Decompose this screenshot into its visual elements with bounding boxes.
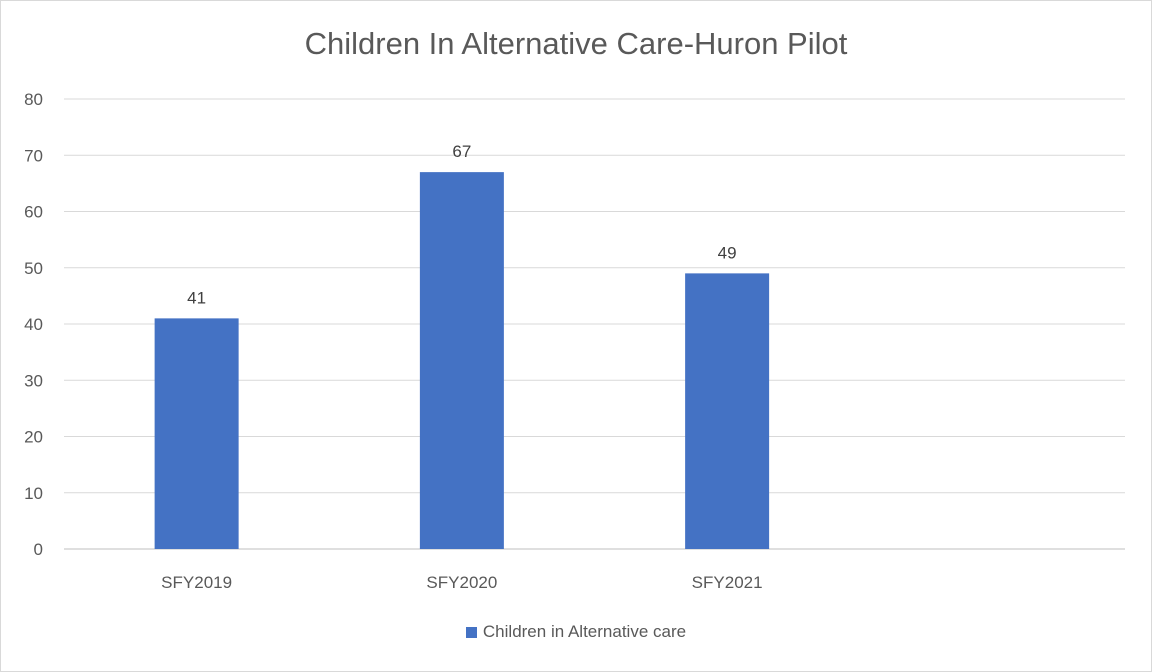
data-label: 41 xyxy=(187,288,206,307)
bar xyxy=(685,273,770,549)
legend-label: Children in Alternative care xyxy=(482,622,687,641)
data-label: 67 xyxy=(452,142,471,161)
y-tick-label: 80 xyxy=(24,90,43,109)
labels: 0 10 20 30 40 50 60 70 80 41 SFY2019 67 SFY2020 49 SFY… xyxy=(24,90,762,592)
y-tick-label: 20 xyxy=(24,428,43,447)
data-label: 49 xyxy=(718,243,737,262)
legend-swatch xyxy=(465,626,477,638)
x-tick-label: SFY2019 xyxy=(161,573,232,592)
gridlines xyxy=(64,98,1125,550)
bar xyxy=(419,172,504,549)
bars xyxy=(154,172,770,549)
y-tick-label: 40 xyxy=(24,315,43,334)
y-tick-label: 30 xyxy=(24,371,43,390)
y-tick-label: 60 xyxy=(24,203,43,222)
y-tick-label: 10 xyxy=(24,484,43,503)
legend: Children in Alternative care xyxy=(0,622,1152,642)
chart-title: Children In Alternative Care-Huron Pilot xyxy=(304,26,848,61)
y-tick-label: 70 xyxy=(24,146,43,165)
x-tick-label: SFY2021 xyxy=(692,573,763,592)
y-tick-label: 0 xyxy=(34,540,43,559)
bar xyxy=(154,318,239,549)
x-tick-label: SFY2020 xyxy=(426,573,497,592)
y-tick-label: 50 xyxy=(24,259,43,278)
